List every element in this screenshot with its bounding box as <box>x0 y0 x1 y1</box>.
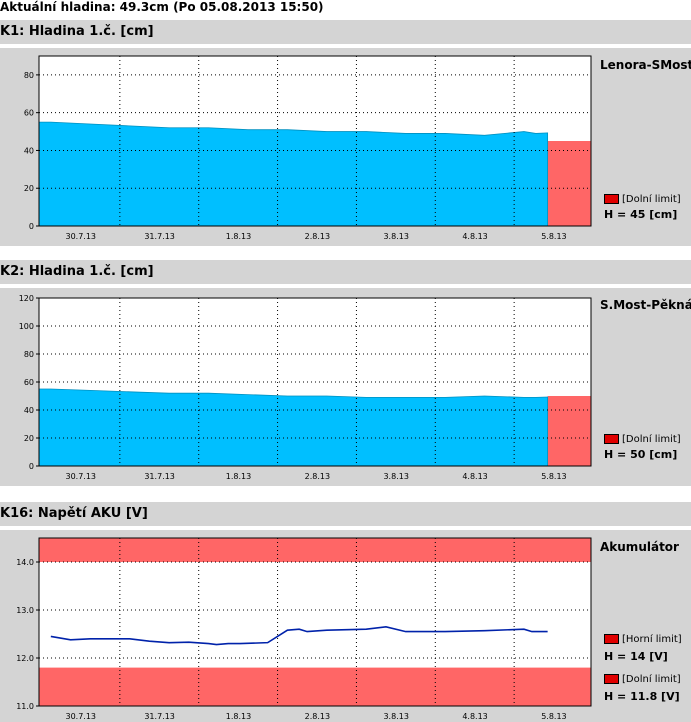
legend-label: [Horní limit] <box>622 634 682 645</box>
y-tick-label: 120 <box>19 294 34 303</box>
y-tick-label: 80 <box>24 350 34 359</box>
panel-k1-title-bar: K1: Hladina 1.č. [cm] <box>0 20 691 44</box>
panel-k2-body: 0 20 40 60 80 100 120 30.7.13 31.7.13 1.8.13 2.8.1… <box>0 288 691 486</box>
lower-limit-value: H = 50 [cm] <box>604 448 678 461</box>
y-tick-label: 11.0 <box>16 702 34 711</box>
y-tick-label: 20 <box>24 434 34 443</box>
x-tick-label: 4.8.13 <box>462 712 487 721</box>
x-tick-label: 31.7.13 <box>144 232 175 241</box>
x-tick-label: 3.8.13 <box>383 712 408 721</box>
station-name: Akumulátor <box>600 540 679 554</box>
y-tick-label: 40 <box>24 406 34 415</box>
x-tick-label: 30.7.13 <box>65 232 96 241</box>
lower-limit-swatch <box>604 674 619 684</box>
panel-title: K16: Napětí AKU [V] <box>0 506 148 521</box>
x-tick-label: 3.8.13 <box>383 232 408 241</box>
lower-limit-value: H = 11.8 [V] <box>604 690 680 703</box>
x-tick-label: 30.7.13 <box>65 712 96 721</box>
plot-frame <box>38 537 592 707</box>
panel-title: K1: Hladina 1.č. [cm] <box>0 24 154 39</box>
x-tick-label: 31.7.13 <box>144 712 175 721</box>
station-name: S.Most-Pěkná <box>600 298 691 312</box>
x-tick-label: 4.8.13 <box>462 232 487 241</box>
y-tick-label: 100 <box>19 322 34 331</box>
x-tick-label: 1.8.13 <box>226 712 251 721</box>
upper-limit-band <box>39 538 591 562</box>
voltage-line-series <box>50 625 548 646</box>
legend-lower-limit: [Dolní limit] <box>604 674 681 685</box>
plot-frame <box>38 55 592 227</box>
upper-limit-value: H = 14 [V] <box>604 650 668 663</box>
lower-limit-value: H = 45 [cm] <box>604 208 678 221</box>
lower-limit-block <box>547 396 591 466</box>
lower-limit-swatch <box>604 194 619 204</box>
y-tick-label: 40 <box>24 146 34 155</box>
chart-k1: 0 20 40 60 80 30.7.13 31.7.13 1.8.13 2.8.13 3.8.1… <box>24 55 592 241</box>
panel-k2-title-bar: K2: Hladina 1.č. [cm] <box>0 260 691 284</box>
chart-k16: 11.0 12.0 13.0 14.0 30.7.13 31.7.13 1.8.13 2.8.… <box>16 537 592 721</box>
legend-upper-limit: [Horní limit] <box>604 634 682 645</box>
panel-k1-body: 0 20 40 60 80 30.7.13 31.7.13 1.8.13 2.8.13 3.8.1… <box>0 48 691 246</box>
panel-title: K2: Hladina 1.č. [cm] <box>0 264 154 279</box>
legend-label: [Dolní limit] <box>622 194 681 205</box>
x-tick-label: 4.8.13 <box>462 472 487 481</box>
x-tick-label: 5.8.13 <box>541 712 566 721</box>
y-tick-label: 12.0 <box>16 654 34 663</box>
y-tick-label: 0 <box>29 222 34 231</box>
upper-limit-swatch <box>604 634 619 644</box>
x-tick-label: 1.8.13 <box>226 472 251 481</box>
legend-lower-limit: [Dolní limit] <box>604 434 681 445</box>
y-tick-label: 80 <box>24 71 34 80</box>
panel-k16-body: 11.0 12.0 13.0 14.0 30.7.13 31.7.13 1.8.13 2.8.… <box>0 530 691 722</box>
current-level-status: Aktuální hladina: 49.3cm (Po 05.08.2013 … <box>0 0 324 14</box>
x-tick-label: 5.8.13 <box>541 472 566 481</box>
chart-k2: 0 20 40 60 80 100 120 30.7.13 31.7.13 1.8.13 2.8.1… <box>19 294 592 481</box>
legend-lower-limit: [Dolní limit] <box>604 194 681 205</box>
y-tick-label: 14.0 <box>16 558 34 567</box>
level-area-series <box>38 388 549 467</box>
lower-limit-block <box>547 141 591 226</box>
y-tick-label: 0 <box>29 462 34 471</box>
x-tick-label: 2.8.13 <box>305 232 330 241</box>
lower-limit-band <box>39 667 591 706</box>
y-tick-label: 60 <box>24 109 34 118</box>
x-tick-label: 3.8.13 <box>383 472 408 481</box>
x-tick-label: 5.8.13 <box>541 232 566 241</box>
level-area-series <box>38 121 549 227</box>
x-tick-label: 31.7.13 <box>144 472 175 481</box>
x-tick-label: 2.8.13 <box>305 472 330 481</box>
legend-label: [Dolní limit] <box>622 434 681 445</box>
x-tick-label: 2.8.13 <box>305 712 330 721</box>
lower-limit-swatch <box>604 434 619 444</box>
y-tick-label: 20 <box>24 184 34 193</box>
y-tick-label: 13.0 <box>16 606 34 615</box>
x-tick-label: 30.7.13 <box>65 472 96 481</box>
legend-label: [Dolní limit] <box>622 674 681 685</box>
panel-k16-title-bar: K16: Napětí AKU [V] <box>0 502 691 526</box>
station-name: Lenora-SMost <box>600 58 691 72</box>
plot-frame <box>38 297 592 467</box>
y-tick-label: 60 <box>24 378 34 387</box>
x-tick-label: 1.8.13 <box>226 232 251 241</box>
